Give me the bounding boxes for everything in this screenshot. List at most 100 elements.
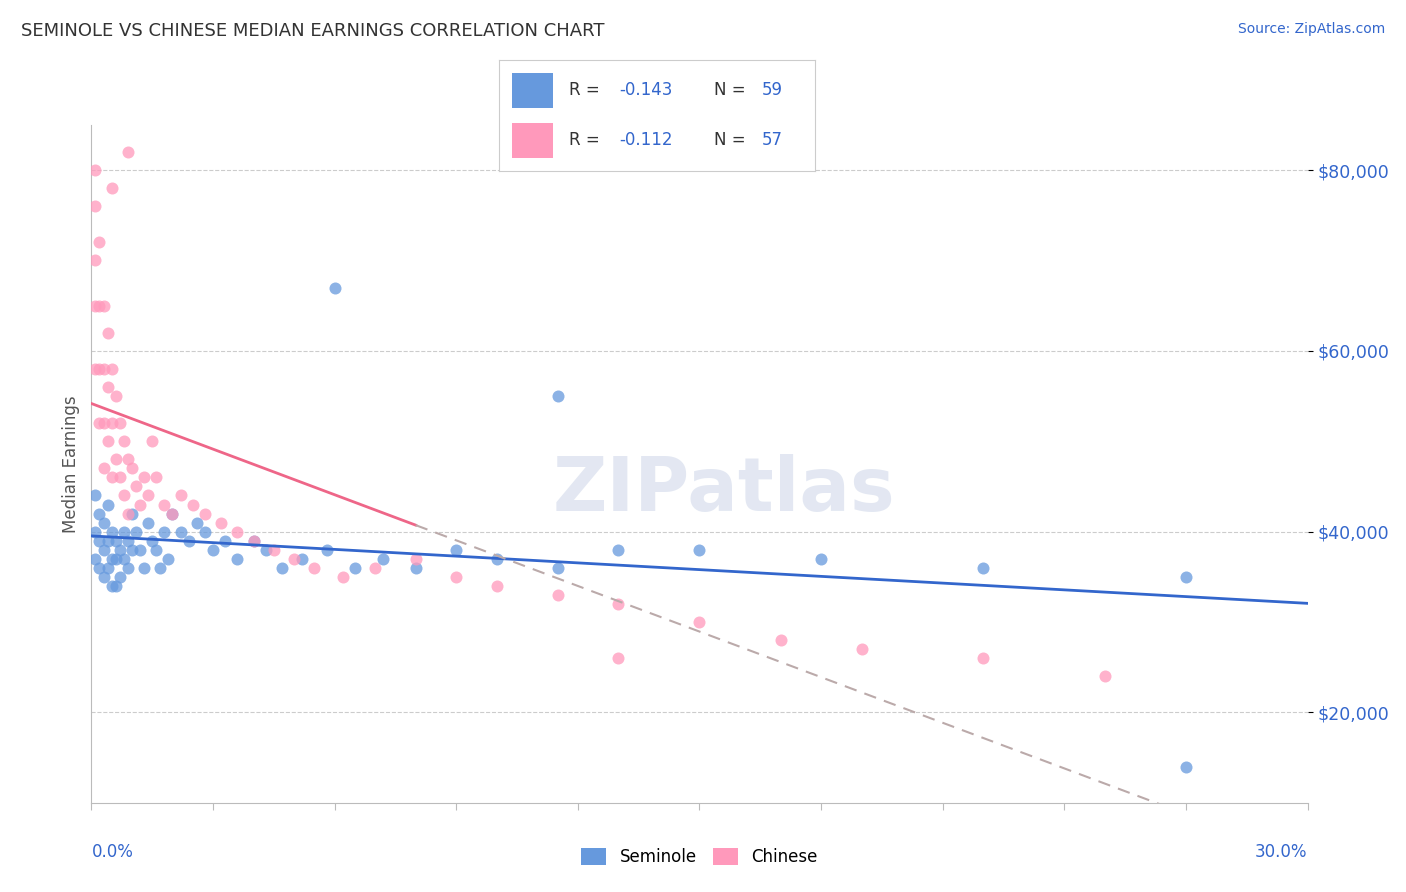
Point: [117, 145, 139, 159]
Point: [89, 235, 111, 250]
Point: [444, 542, 467, 557]
Legend: Seminole, Chinese: Seminole, Chinese: [575, 841, 824, 872]
Point: [121, 507, 143, 521]
Point: [485, 579, 508, 593]
Point: [343, 561, 366, 575]
Point: [89, 299, 111, 313]
Text: -0.143: -0.143: [619, 81, 672, 99]
Point: [547, 389, 569, 403]
Point: [177, 533, 200, 548]
Point: [254, 542, 277, 557]
Point: [186, 516, 208, 530]
Point: [271, 561, 294, 575]
Point: [117, 507, 139, 521]
Point: [1175, 570, 1198, 584]
Point: [132, 470, 155, 484]
Point: [108, 542, 131, 557]
Point: [97, 498, 120, 512]
Point: [100, 551, 122, 566]
Point: [485, 551, 508, 566]
Text: N =: N =: [714, 131, 751, 149]
Point: [132, 561, 155, 575]
Point: [89, 362, 111, 376]
Point: [93, 299, 115, 313]
Text: N =: N =: [714, 81, 751, 99]
Point: [93, 461, 115, 475]
Text: R =: R =: [568, 81, 605, 99]
Point: [121, 542, 143, 557]
Point: [93, 516, 115, 530]
Point: [93, 416, 115, 430]
Point: [112, 524, 135, 539]
Point: [364, 561, 387, 575]
Point: [688, 542, 710, 557]
Point: [332, 570, 354, 584]
Text: 59: 59: [762, 81, 783, 99]
Point: [141, 434, 163, 449]
Point: [169, 524, 191, 539]
Point: [169, 488, 191, 502]
Point: [194, 507, 217, 521]
Point: [547, 588, 569, 602]
Point: [89, 507, 111, 521]
Point: [97, 326, 120, 340]
Point: [93, 542, 115, 557]
Point: [162, 507, 184, 521]
Point: [226, 524, 249, 539]
Point: [112, 434, 135, 449]
Point: [153, 524, 176, 539]
Point: [373, 551, 395, 566]
Text: SEMINOLE VS CHINESE MEDIAN EARNINGS CORRELATION CHART: SEMINOLE VS CHINESE MEDIAN EARNINGS CORR…: [21, 22, 605, 40]
Point: [125, 524, 148, 539]
Text: 57: 57: [762, 131, 783, 149]
Point: [141, 533, 163, 548]
Point: [89, 533, 111, 548]
Point: [100, 181, 122, 195]
Point: [226, 551, 249, 566]
Point: [263, 542, 285, 557]
Point: [121, 461, 143, 475]
Point: [972, 561, 994, 575]
Point: [972, 651, 994, 665]
Text: Source: ZipAtlas.com: Source: ZipAtlas.com: [1237, 22, 1385, 37]
Point: [688, 615, 710, 629]
Point: [104, 452, 127, 467]
Point: [157, 551, 180, 566]
Point: [84, 551, 107, 566]
Point: [84, 163, 107, 178]
Point: [104, 579, 127, 593]
Point: [100, 524, 122, 539]
Point: [89, 561, 111, 575]
Point: [117, 533, 139, 548]
Point: [93, 362, 115, 376]
Point: [100, 362, 122, 376]
Point: [129, 498, 152, 512]
Text: -0.112: -0.112: [619, 131, 673, 149]
Point: [145, 542, 167, 557]
Point: [291, 551, 314, 566]
Point: [84, 199, 107, 213]
Point: [323, 280, 346, 294]
Point: [84, 253, 107, 268]
Point: [84, 299, 107, 313]
Point: [304, 561, 326, 575]
Point: [100, 579, 122, 593]
Point: [97, 561, 120, 575]
Point: [851, 642, 873, 657]
Point: [104, 533, 127, 548]
Y-axis label: Median Earnings: Median Earnings: [62, 395, 80, 533]
Point: [810, 551, 832, 566]
Point: [84, 524, 107, 539]
FancyBboxPatch shape: [512, 123, 553, 158]
Point: [1175, 759, 1198, 773]
Point: [149, 561, 172, 575]
Point: [100, 416, 122, 430]
Point: [194, 524, 217, 539]
Text: 30.0%: 30.0%: [1256, 843, 1308, 861]
Point: [136, 488, 159, 502]
Point: [181, 498, 204, 512]
Text: 0.0%: 0.0%: [91, 843, 134, 861]
Point: [145, 470, 167, 484]
Point: [108, 416, 131, 430]
Point: [104, 551, 127, 566]
